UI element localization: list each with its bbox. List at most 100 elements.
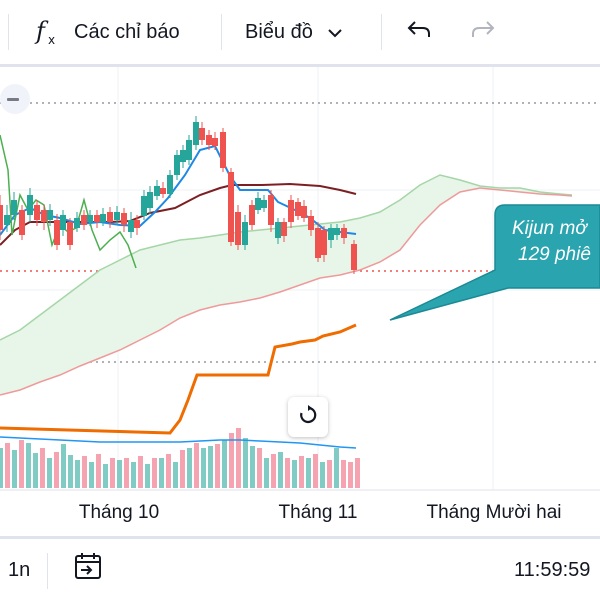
volume-moving-average	[0, 436, 357, 449]
volume-bar	[264, 458, 269, 488]
candle-body	[160, 188, 166, 194]
volume-bar	[145, 464, 150, 488]
volume-bar	[12, 450, 17, 488]
refresh-icon	[297, 404, 319, 431]
candle-body	[295, 202, 301, 216]
volume-bar	[180, 450, 185, 488]
candle-body	[249, 205, 255, 225]
candle-body	[87, 215, 93, 222]
redo-button[interactable]	[470, 0, 496, 64]
volume-bar	[54, 452, 59, 488]
volume-bar	[68, 455, 73, 488]
goto-date-button[interactable]	[72, 539, 104, 601]
candle-body	[100, 214, 106, 222]
volume-bar	[89, 462, 94, 488]
volume-bar	[299, 456, 304, 488]
indicators-button[interactable]: f x Các chỉ báo	[34, 0, 180, 64]
candle-body	[308, 216, 314, 230]
senkou-span-b	[0, 187, 573, 396]
candle-body	[180, 150, 186, 162]
candle-body	[167, 175, 173, 194]
candle-body	[147, 192, 153, 208]
candle-body	[281, 222, 287, 236]
volume-bar	[355, 458, 360, 488]
candle-body	[4, 215, 10, 225]
undo-button[interactable]	[406, 0, 432, 64]
volume-bar	[40, 448, 45, 488]
reset-chart-button[interactable]	[288, 397, 328, 437]
interval-button[interactable]: 1n	[8, 558, 31, 581]
candle-body	[81, 215, 87, 225]
candle-body	[94, 215, 100, 222]
kijun-sen-line	[0, 323, 357, 435]
volume-bar	[348, 462, 353, 488]
volume-bar	[61, 444, 66, 488]
time-axis-label: Tháng 10	[78, 502, 160, 523]
volume-bar	[208, 446, 213, 488]
indicators-label: Các chỉ báo	[74, 20, 180, 43]
volume-bar	[173, 462, 178, 488]
chevron-down-icon	[327, 21, 343, 44]
collapse-pane-button[interactable]	[0, 84, 30, 114]
chikou-span-line	[0, 134, 137, 269]
candle-body	[11, 200, 17, 215]
candle-body	[107, 212, 113, 222]
candle-body	[301, 206, 307, 218]
candle-body	[60, 215, 66, 230]
kijun-tooltip-callout	[389, 204, 600, 321]
calendar-goto-icon	[72, 551, 104, 589]
candle-body	[19, 210, 25, 235]
volume-bar	[19, 440, 24, 488]
candle-body	[141, 196, 147, 216]
svg-text:x: x	[48, 33, 55, 47]
candle-body	[242, 222, 248, 245]
clock-label: 11:59:59	[514, 558, 591, 581]
volume-bar	[159, 458, 164, 488]
volume-bar	[117, 460, 122, 488]
volume-bar	[257, 448, 262, 488]
candle-body	[268, 195, 274, 225]
bottom-toolbar: 1n 11:59:59	[0, 536, 600, 603]
volume-bar	[47, 458, 52, 488]
volume-bar	[131, 462, 136, 488]
volume-bar	[82, 456, 87, 488]
candle-body	[34, 205, 40, 220]
volume-bar	[75, 460, 80, 488]
candle-body	[121, 213, 127, 225]
chart-type-button[interactable]: Biểu đồ	[245, 0, 343, 64]
volume-bar	[278, 452, 283, 488]
volume-bar	[194, 443, 199, 488]
volume-bar	[243, 438, 248, 488]
candle-body	[114, 212, 120, 220]
candle-body	[212, 138, 218, 146]
candle-body	[47, 210, 53, 220]
candle-body	[351, 244, 357, 270]
volume-bar	[222, 440, 227, 488]
volume-bar	[250, 446, 255, 488]
undo-arrow-icon	[406, 18, 432, 46]
candle-body	[255, 198, 261, 210]
candle-body	[235, 212, 241, 245]
candle-body	[193, 122, 199, 145]
senkou-span-a	[0, 174, 573, 341]
chart-type-label: Biểu đồ	[245, 20, 313, 43]
volume-bar	[201, 448, 206, 488]
ichimoku-cloud	[0, 175, 572, 395]
volume-bar	[236, 428, 241, 488]
toolbar-separator	[221, 14, 222, 50]
tooltip-line-2: 129 phiê	[518, 244, 591, 265]
volume-bar	[229, 433, 234, 488]
candle-body	[220, 132, 226, 168]
candle-body	[275, 222, 281, 238]
toolbar-separator	[8, 14, 9, 50]
minus-icon	[7, 97, 19, 101]
volume-bar	[285, 458, 290, 488]
time-axis[interactable]: Tháng 10 Tháng 11 Tháng Mười hai	[0, 492, 600, 536]
candle-body	[288, 200, 294, 222]
tooltip-line-1: Kijun mở	[512, 218, 587, 239]
volume-bar	[215, 444, 220, 488]
candle-body	[134, 220, 140, 228]
candle-body	[321, 230, 327, 255]
candle-body	[228, 172, 234, 242]
volume-bar	[341, 460, 346, 488]
